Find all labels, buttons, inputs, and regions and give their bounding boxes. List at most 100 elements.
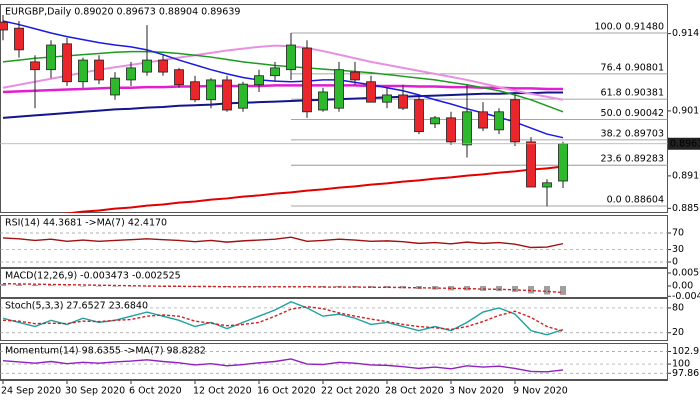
- histogram-bar: [32, 284, 38, 286]
- candle-body: [254, 75, 264, 86]
- candle-body: [94, 59, 104, 81]
- candle-body: [334, 69, 344, 109]
- moving-average: [60, 165, 564, 213]
- y-tick-label: 30: [672, 244, 684, 255]
- y-tick-label: 0.90185: [672, 105, 700, 116]
- histogram-bar: [80, 285, 86, 287]
- histogram-bar: [288, 285, 294, 287]
- histogram-bar: [384, 285, 390, 289]
- histogram-bar: [512, 285, 518, 292]
- fib-label: 0.0 0.88604: [607, 195, 664, 206]
- y-tick-label: 97.8652: [672, 368, 700, 379]
- histogram-bar: [368, 285, 374, 288]
- candle-body: [14, 27, 24, 51]
- x-tick-label: 3 Nov 2020: [449, 386, 504, 397]
- histogram-bar: [496, 285, 502, 292]
- y-tick-label: 20: [672, 327, 684, 338]
- y-tick-label: 102.9243: [672, 346, 700, 357]
- x-tick-label: 6 Oct 2020: [129, 386, 182, 397]
- panel-frame: [0, 298, 668, 341]
- histogram-bar: [208, 285, 214, 287]
- candle-body: [238, 83, 248, 109]
- panel-frame: [0, 4, 668, 213]
- panel-frame: [0, 268, 668, 298]
- histogram-bar: [96, 285, 102, 287]
- histogram-bar: [48, 285, 54, 286]
- panel-frame: [0, 215, 668, 268]
- panel: [0, 282, 566, 295]
- panel-title: RSI(14) 44.3681 ->MA(7) 42.4170: [5, 218, 167, 229]
- histogram-bar: [464, 285, 470, 291]
- moving-average: [2, 50, 564, 113]
- y-tick-label: 0.91470: [672, 28, 700, 39]
- candle-body: [414, 99, 424, 133]
- candle-body: [222, 79, 232, 111]
- y-tick-label: 70: [672, 228, 684, 239]
- candle-body: [366, 81, 376, 103]
- candle-body: [126, 67, 136, 81]
- histogram-bar: [128, 285, 134, 287]
- histogram-bar: [144, 285, 150, 287]
- fib-label: 61.8 0.90381: [601, 88, 664, 99]
- indicator-line: [2, 236, 564, 249]
- y-tick-label: 80: [672, 302, 684, 313]
- fib-label: 50.0 0.90042: [601, 108, 664, 119]
- y-tick-label: 0: [672, 256, 678, 267]
- candle-body: [30, 61, 40, 71]
- candle-body: [62, 43, 72, 83]
- last-price-box: [668, 137, 700, 150]
- fib-label: 76.4 0.90801: [601, 62, 664, 73]
- panel-title: Momentum(14) 98.6355 ->MA(7) 98.8282: [5, 346, 206, 357]
- candle-body: [542, 182, 552, 188]
- fib-label: 38.2 0.89703: [601, 128, 664, 139]
- moving-average: [2, 20, 564, 139]
- moving-average: [2, 91, 563, 119]
- histogram-bar: [448, 285, 454, 291]
- panel-title: Stoch(5,3,3) 27.6527 23.6840: [5, 301, 148, 312]
- y-tick-label: 0.89105: [672, 170, 700, 181]
- candle-body: [174, 69, 184, 86]
- candle-body: [270, 67, 280, 77]
- candle-body: [46, 44, 56, 71]
- moving-average: [2, 84, 563, 94]
- candle-body: [206, 79, 216, 101]
- candle-body: [302, 47, 312, 113]
- candle-body: [142, 59, 152, 73]
- candle-body: [382, 94, 392, 103]
- y-tick-label: 100: [672, 359, 690, 370]
- candle-body: [446, 117, 456, 143]
- candle-body: [478, 111, 488, 129]
- histogram-bar: [224, 285, 230, 288]
- histogram-bar: [304, 285, 310, 288]
- x-tick-label: 22 Oct 2020: [321, 386, 380, 397]
- histogram-bar: [560, 285, 566, 295]
- panel-title: MACD(12,26,9) -0.003473 -0.002525: [5, 271, 181, 282]
- fib-label: 100.0 0.91480: [594, 21, 664, 32]
- candle-body: [558, 143, 568, 182]
- candle-body: [526, 141, 536, 188]
- panel-frame: [0, 343, 668, 380]
- y-tick-label: 0.88565: [672, 203, 700, 214]
- x-tick-label: 28 Oct 2020: [385, 386, 444, 397]
- histogram-bar: [0, 283, 6, 286]
- x-tick-label: 9 Nov 2020: [513, 386, 568, 397]
- x-tick-label: 30 Sep 2020: [65, 386, 125, 397]
- candle-body: [158, 59, 168, 73]
- candle-body: [190, 81, 200, 101]
- fib-label: 23.6 0.89283: [601, 154, 664, 165]
- panel-title: EURGBP,Daily 0.89020 0.89673 0.88904 0.8…: [5, 7, 240, 18]
- panel: [0, 14, 668, 213]
- x-tick-label: 12 Oct 2020: [193, 386, 252, 397]
- candle-body: [398, 94, 408, 109]
- histogram-bar: [64, 285, 70, 287]
- y-tick-label: 0.005063: [672, 267, 700, 278]
- indicator-line: [2, 300, 564, 336]
- candle-body: [494, 111, 504, 131]
- candle-body: [0, 21, 8, 31]
- y-tick-label: -0.004002: [672, 291, 700, 302]
- x-tick-label: 16 Oct 2020: [257, 386, 316, 397]
- panel: [0, 351, 668, 374]
- last-price-label: 0.89639: [670, 138, 700, 149]
- panel: [0, 232, 668, 263]
